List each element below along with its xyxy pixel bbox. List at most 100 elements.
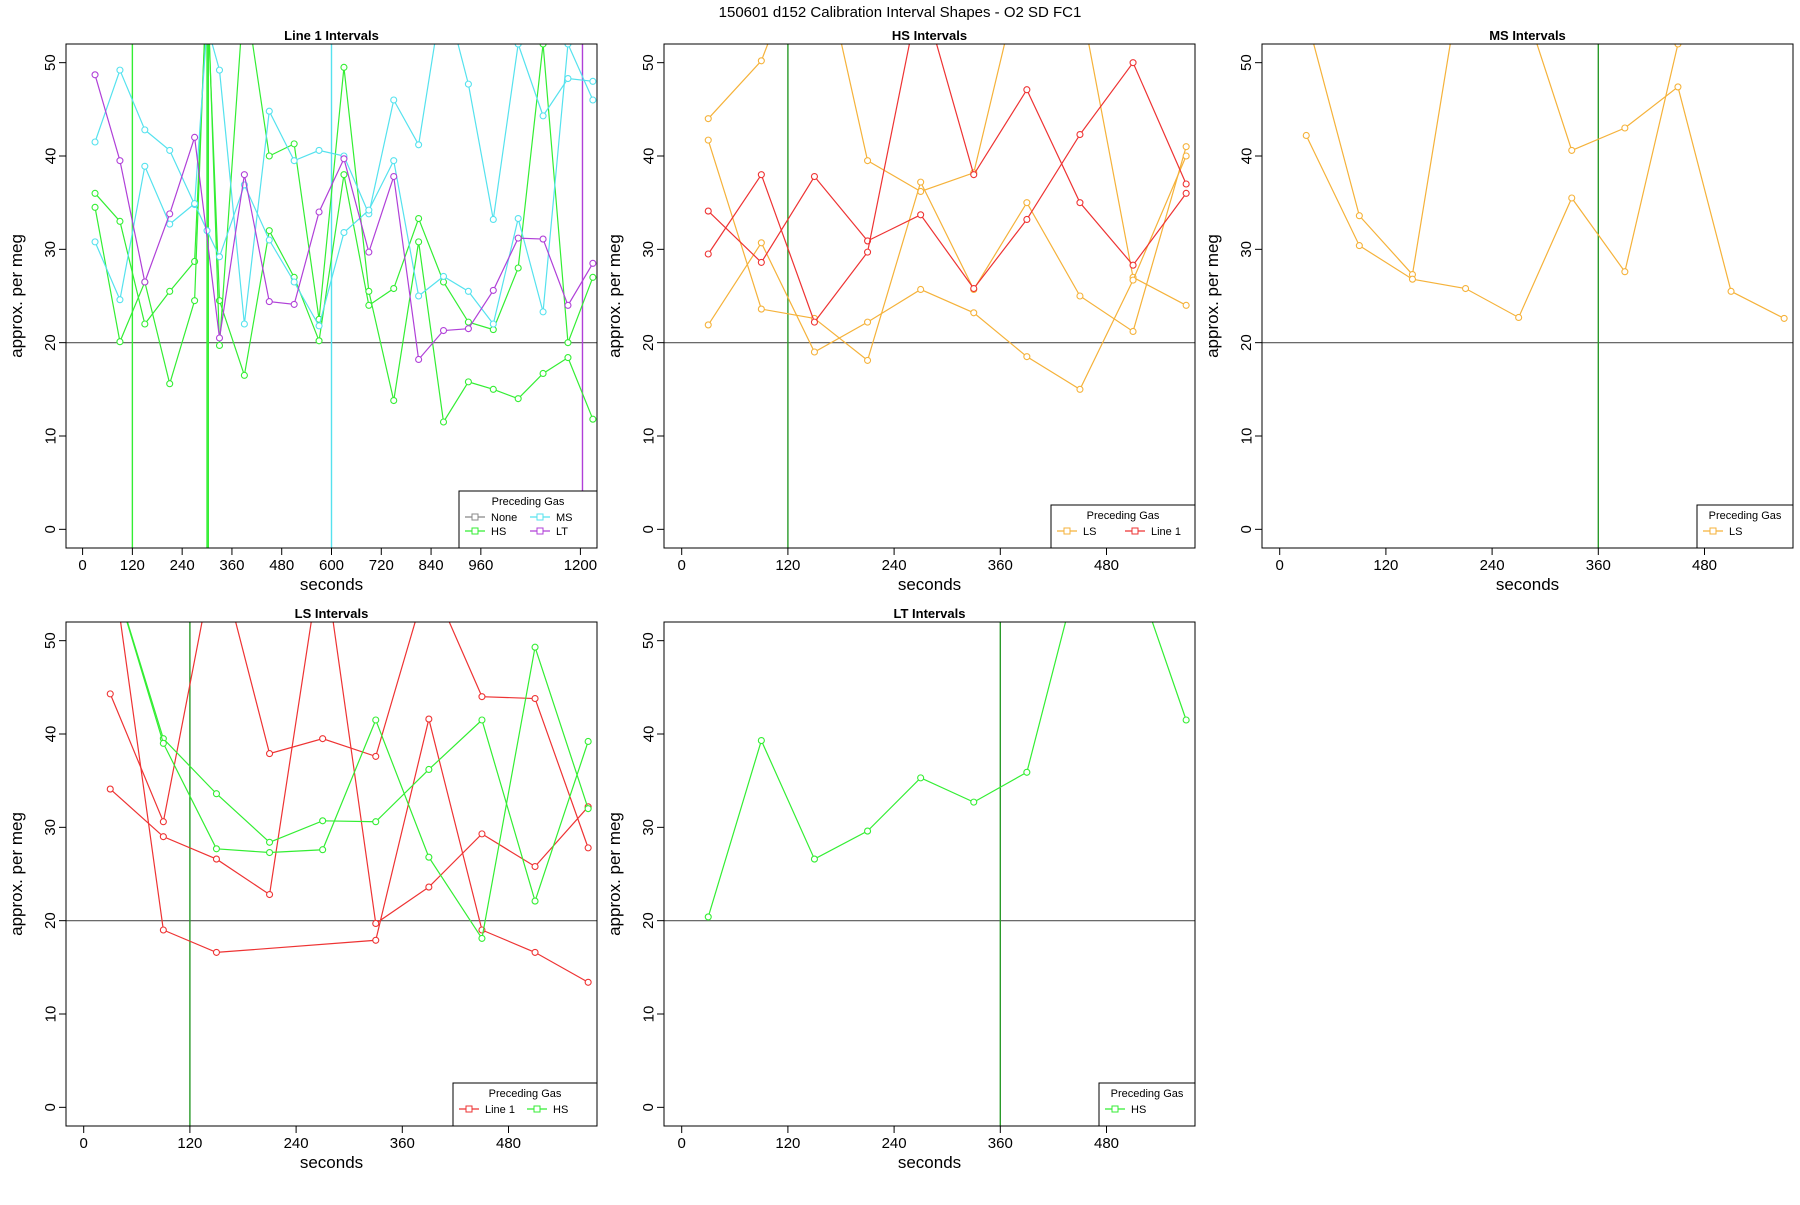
data-point [373, 819, 379, 825]
legend-title: Preceding Gas [1087, 510, 1160, 522]
data-point [705, 322, 711, 328]
data-point [216, 335, 222, 341]
data-point [865, 158, 871, 164]
data-point [565, 355, 571, 361]
data-point [918, 212, 924, 218]
y-tick-label: 10 [640, 428, 657, 445]
y-tick-label: 10 [42, 1006, 59, 1023]
series-ls [705, 0, 1189, 308]
y-axis-label: approx. per meg [1203, 234, 1222, 358]
data-point [266, 153, 272, 159]
x-tick-label: 240 [170, 557, 195, 574]
data-point [540, 370, 546, 376]
data-point [1183, 144, 1189, 150]
chart-title: HS Intervals [892, 28, 967, 43]
data-point [1622, 125, 1628, 131]
x-tick-label: 0 [678, 557, 686, 574]
data-point [213, 949, 219, 955]
legend-title: Preceding Gas [492, 496, 565, 508]
data-point [167, 288, 173, 294]
x-tick-label: 240 [882, 1135, 907, 1152]
data-point [1130, 328, 1136, 334]
data-point [1569, 147, 1575, 153]
legend-entry-label: LT [556, 526, 568, 538]
data-point [266, 237, 272, 243]
data-point [465, 326, 471, 332]
data-point [479, 831, 485, 837]
y-tick-label: 0 [640, 1103, 657, 1111]
data-point [142, 163, 148, 169]
data-point [167, 147, 173, 153]
x-tick-label: 0 [678, 1135, 686, 1152]
data-point [1024, 200, 1030, 206]
data-point [811, 856, 817, 862]
data-point [142, 127, 148, 133]
data-point [204, 228, 210, 234]
data-point [341, 64, 347, 70]
data-point [532, 644, 538, 650]
y-tick-label: 20 [42, 334, 59, 351]
x-tick-label: 480 [496, 1135, 521, 1152]
legend-swatch-marker [534, 1106, 540, 1112]
data-point [341, 230, 347, 236]
data-point [366, 249, 372, 255]
data-point [213, 544, 219, 550]
data-point [160, 834, 166, 840]
data-point [1130, 277, 1136, 283]
y-tick-label: 0 [640, 525, 657, 533]
x-tick-label: 120 [775, 1135, 800, 1152]
data-point [540, 309, 546, 315]
data-point [1077, 293, 1083, 299]
y-tick-label: 30 [640, 819, 657, 836]
page-title: 150601 d152 Calibration Interval Shapes … [719, 4, 1082, 21]
data-point [291, 158, 297, 164]
data-point [426, 884, 432, 890]
x-tick-label: 360 [390, 1135, 415, 1152]
legend-swatch-marker [1112, 1106, 1118, 1112]
data-point [267, 892, 273, 898]
series-ms [92, 41, 596, 329]
legend-swatch-marker [466, 1106, 472, 1112]
data-point [266, 228, 272, 234]
data-point [585, 806, 591, 812]
data-point [366, 207, 372, 213]
legend-entry-label: None [491, 512, 517, 524]
series-line [708, 156, 1186, 389]
data-point [1303, 13, 1309, 19]
y-tick-label: 0 [42, 1103, 59, 1111]
data-point [117, 339, 123, 345]
data-point [1077, 563, 1083, 569]
data-point [117, 297, 123, 303]
x-tick-label: 0 [1276, 557, 1284, 574]
data-point [971, 310, 977, 316]
legend-swatch-marker [1132, 528, 1138, 534]
data-point [811, 319, 817, 325]
data-point [1781, 315, 1787, 321]
plot-area [66, 0, 597, 548]
x-tick-label: 120 [177, 1135, 202, 1152]
data-point [316, 147, 322, 153]
series-line [95, 44, 593, 326]
data-point [865, 249, 871, 255]
y-tick-label: 50 [42, 632, 59, 649]
data-point [1024, 354, 1030, 360]
legend-title: Preceding Gas [489, 1088, 562, 1100]
y-tick-label: 0 [42, 525, 59, 533]
data-point [373, 753, 379, 759]
y-axis-label: approx. per meg [605, 234, 624, 358]
data-point [490, 287, 496, 293]
x-tick-label: 480 [1094, 1135, 1119, 1152]
data-point [515, 265, 521, 271]
data-point [213, 856, 219, 862]
x-axis-label: seconds [898, 1153, 961, 1172]
data-point [918, 286, 924, 292]
data-point [1077, 386, 1083, 392]
data-point [291, 301, 297, 307]
data-point [213, 846, 219, 852]
series-line-1 [705, 60, 1189, 292]
data-point [465, 81, 471, 87]
y-tick-label: 50 [640, 632, 657, 649]
